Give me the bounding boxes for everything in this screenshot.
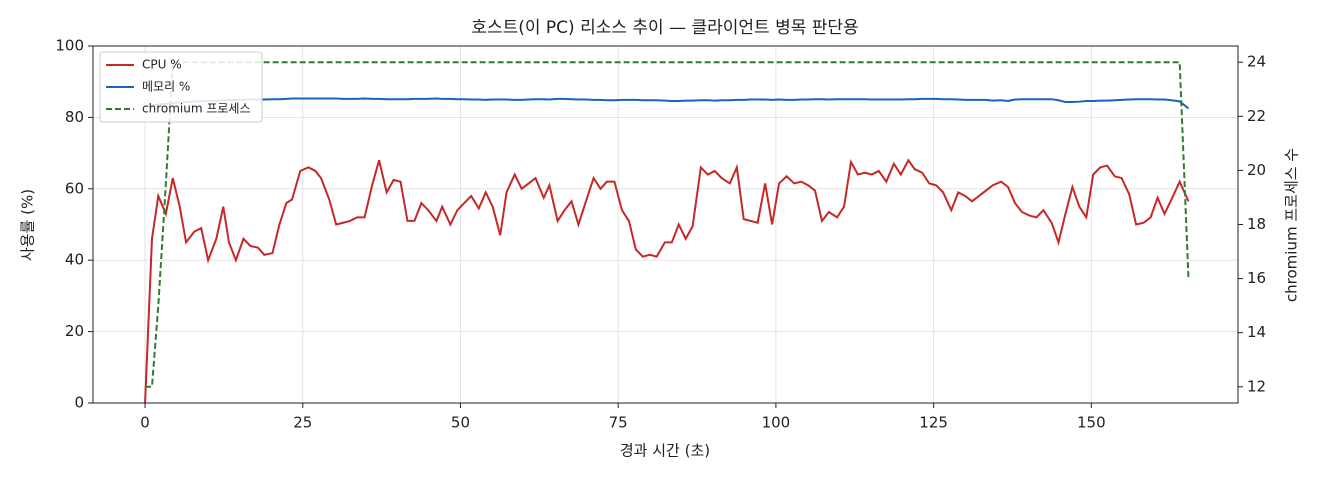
legend-label: CPU % [142, 58, 182, 72]
y-tick-label: 40 [65, 251, 84, 269]
x-tick-label: 25 [293, 414, 312, 432]
y-tick-label: 20 [65, 322, 84, 340]
legend-label: 메모리 % [142, 80, 190, 94]
series-line [145, 61, 1190, 388]
x-axis-label: 경과 시간 (초) [620, 442, 710, 460]
y-axis-label: 사용률 (%) [19, 189, 37, 261]
y2-tick-label: 16 [1247, 269, 1266, 287]
series-line [144, 97, 1190, 110]
x-tick-label: 75 [609, 414, 628, 432]
y2-axis-label: chromium 프로세스 수 [1283, 148, 1301, 302]
series-line [144, 158, 1190, 404]
y2-tick-label: 24 [1247, 53, 1266, 71]
y-tick-label: 100 [55, 37, 84, 55]
x-tick-label: 150 [1077, 414, 1106, 432]
x-tick-label: 100 [762, 414, 791, 432]
y2-tick-label: 14 [1247, 323, 1266, 341]
y-tick-label: 0 [74, 394, 84, 412]
y2-tick-label: 18 [1247, 215, 1266, 233]
y-tick-label: 80 [65, 108, 84, 126]
legend-label: chromium 프로세스 [142, 102, 251, 116]
legend-box [99, 51, 263, 123]
x-tick-label: 50 [451, 414, 470, 432]
y2-tick-label: 20 [1247, 161, 1266, 179]
y2-tick-label: 22 [1247, 107, 1266, 125]
y2-tick-label: 12 [1247, 377, 1266, 395]
chart-title: 호스트(이 PC) 리소스 추이 — 클라이언트 병목 판단용 [471, 18, 858, 38]
y-tick-label: 60 [65, 179, 84, 197]
x-tick-label: 0 [140, 414, 150, 432]
plot-frame [92, 45, 1239, 404]
x-tick-label: 125 [919, 414, 948, 432]
